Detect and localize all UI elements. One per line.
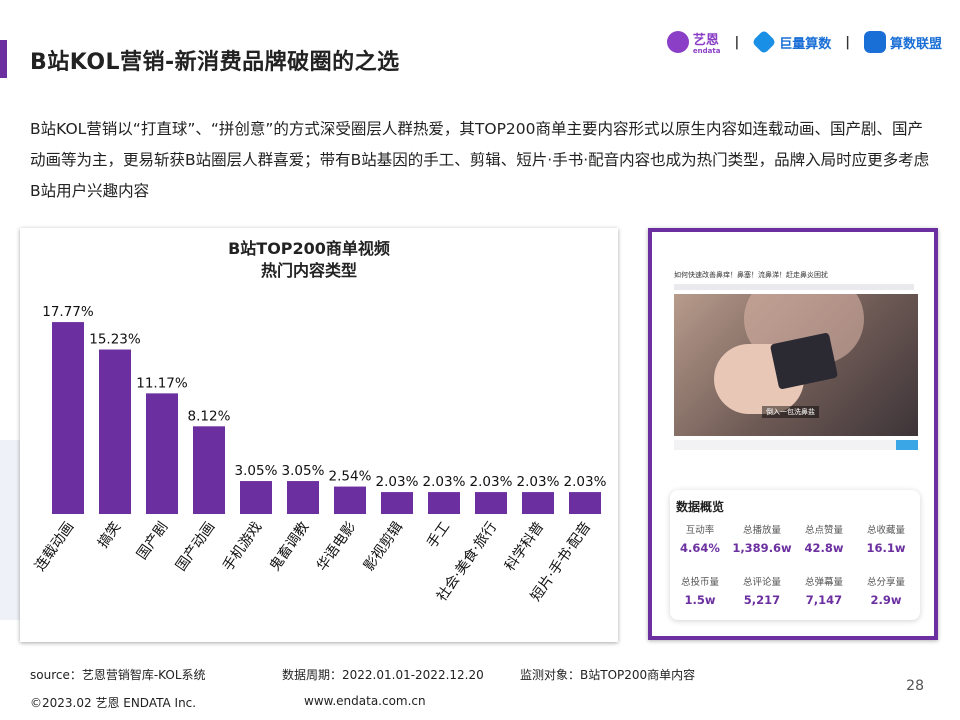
stat-value: 4.64%	[680, 541, 720, 555]
chart-title: B站TOP200商单视频	[228, 239, 390, 258]
bar	[522, 492, 554, 514]
page-title: B站KOL营销-新消费品牌破圈的之选	[30, 50, 400, 75]
bar	[52, 322, 84, 514]
bar	[287, 481, 319, 514]
stat-label: 总评论量	[742, 577, 781, 588]
data-label: 2.03%	[564, 474, 607, 490]
endata-logo-text: 艺恩	[692, 33, 719, 48]
bar	[428, 492, 460, 514]
stat-value: 5,217	[743, 593, 781, 607]
category-label: 手机游戏	[220, 519, 265, 574]
stat-value: 2.9w	[870, 593, 902, 607]
bar	[334, 486, 366, 514]
stat-value: 1,389.6w	[732, 541, 792, 555]
stat-value: 1.5w	[684, 593, 716, 607]
data-label: 15.23%	[89, 332, 141, 348]
video-title: 如何快速改善鼻痒！鼻塞！流鼻涕！赶走鼻炎困扰	[674, 271, 828, 279]
data-label: 8.12%	[188, 408, 231, 424]
stat-value: 7,147	[805, 593, 843, 607]
bar	[569, 492, 601, 514]
data-label: 3.05%	[282, 463, 325, 479]
bar	[381, 492, 413, 514]
category-label: 国产剧	[134, 519, 171, 563]
stat-favorites: 总收藏量 16.1w	[856, 522, 916, 555]
category-label: 搞笑	[95, 519, 124, 551]
suanshu-logo: 算数联盟	[863, 31, 942, 53]
danmu-input[interactable]	[674, 440, 918, 450]
stat-interaction-rate: 互动率 4.64%	[670, 522, 730, 555]
data-label: 2.03%	[517, 474, 560, 490]
category-label: 华语电影	[314, 519, 359, 574]
suanshu-logo-text: 算数联盟	[889, 36, 942, 52]
endata-logo-icon	[666, 31, 689, 53]
data-label: 11.17%	[136, 375, 188, 391]
footer-copyright: ©2023.02 艺恩 ENDATA Inc.	[30, 696, 197, 710]
footer-object: 监测对象：B站TOP200商单内容	[520, 668, 696, 682]
category-label: 手工	[424, 519, 453, 551]
data-label: 3.05%	[235, 463, 278, 479]
logo-separator: |	[845, 34, 850, 50]
stat-shares: 总分享量 2.9w	[856, 574, 916, 607]
page-number: 28	[906, 678, 924, 694]
footer-source: source：艺恩营销智库-KOL系统	[30, 668, 206, 682]
bar	[146, 393, 178, 514]
suanshu-logo-icon	[863, 31, 886, 53]
juliang-logo: 巨量算数	[751, 29, 832, 55]
category-label: 影视剪辑	[361, 519, 406, 574]
bar	[193, 426, 225, 514]
stat-comments: 总评论量 5,217	[732, 574, 792, 607]
juliang-logo-icon	[751, 29, 777, 55]
stat-label: 总收藏量	[866, 525, 905, 536]
footer-website: www.endata.com.cn	[304, 694, 426, 708]
stat-value: 42.8w	[804, 541, 844, 555]
intro-paragraph: B站KOL营销以“打直球”、“拼创意”的方式深受圈层人群热爱，其TOP200商单…	[30, 120, 930, 200]
category-label: 连载动画	[32, 519, 77, 574]
stats-card: 数据概览 互动率 4.64% 总播放量 1,389.6w 总点赞量 42.8w …	[670, 490, 920, 620]
category-label: 鬼畜调教	[267, 519, 312, 574]
stat-coins: 总投币量 1.5w	[670, 574, 730, 607]
data-label: 2.03%	[376, 474, 419, 490]
stat-label: 总播放量	[742, 525, 781, 536]
logo-separator: |	[734, 34, 740, 50]
stat-label: 互动率	[685, 525, 715, 536]
stat-plays: 总播放量 1,389.6w	[732, 522, 792, 555]
stat-label: 总弹幕量	[804, 577, 843, 588]
stat-label: 总点赞量	[804, 525, 843, 536]
stat-label: 总投币量	[680, 577, 719, 588]
footer-period: 数据周期：2022.01.01-2022.12.20	[282, 668, 484, 682]
category-label: 科学科普	[502, 519, 547, 574]
data-label: 2.03%	[423, 474, 466, 490]
data-label: 17.77%	[42, 304, 94, 320]
chart-title: 热门内容类型	[261, 261, 357, 280]
endata-logo: 艺恩 endata	[666, 29, 721, 55]
bar	[99, 349, 131, 514]
stat-label: 总分享量	[866, 577, 905, 588]
juliang-logo-text: 巨量算数	[779, 36, 832, 52]
stat-danmu: 总弹幕量 7,147	[794, 574, 854, 607]
stat-value: 16.1w	[866, 541, 906, 555]
endata-logo-sub: endata	[692, 47, 721, 55]
stats-heading: 数据概览	[676, 500, 725, 514]
video-screenshot-panel: 如何快速改善鼻痒！鼻塞！流鼻涕！赶走鼻炎困扰 倒入一包洗鼻盐 数据概览 互动率 …	[648, 228, 938, 640]
video-subtitle: 倒入一包洗鼻盐	[762, 406, 819, 418]
title-accent-bar	[0, 40, 7, 78]
category-label: 国产动画	[173, 519, 218, 574]
danmu-send-button[interactable]	[896, 440, 918, 450]
video-meta-line	[674, 284, 914, 290]
bar	[475, 492, 507, 514]
data-label: 2.03%	[470, 474, 513, 490]
bar	[240, 481, 272, 514]
chart-panel: B站TOP200商单视频 热门内容类型 17.77% 连载动画 15.23% 搞笑 11.1…	[20, 228, 618, 642]
video-player[interactable]: 倒入一包洗鼻盐	[674, 294, 918, 436]
stat-likes: 总点赞量 42.8w	[794, 522, 854, 555]
logo-strip: 艺恩 endata | 巨量算数 | 算数联盟	[666, 28, 942, 56]
data-label: 2.54%	[329, 469, 372, 485]
